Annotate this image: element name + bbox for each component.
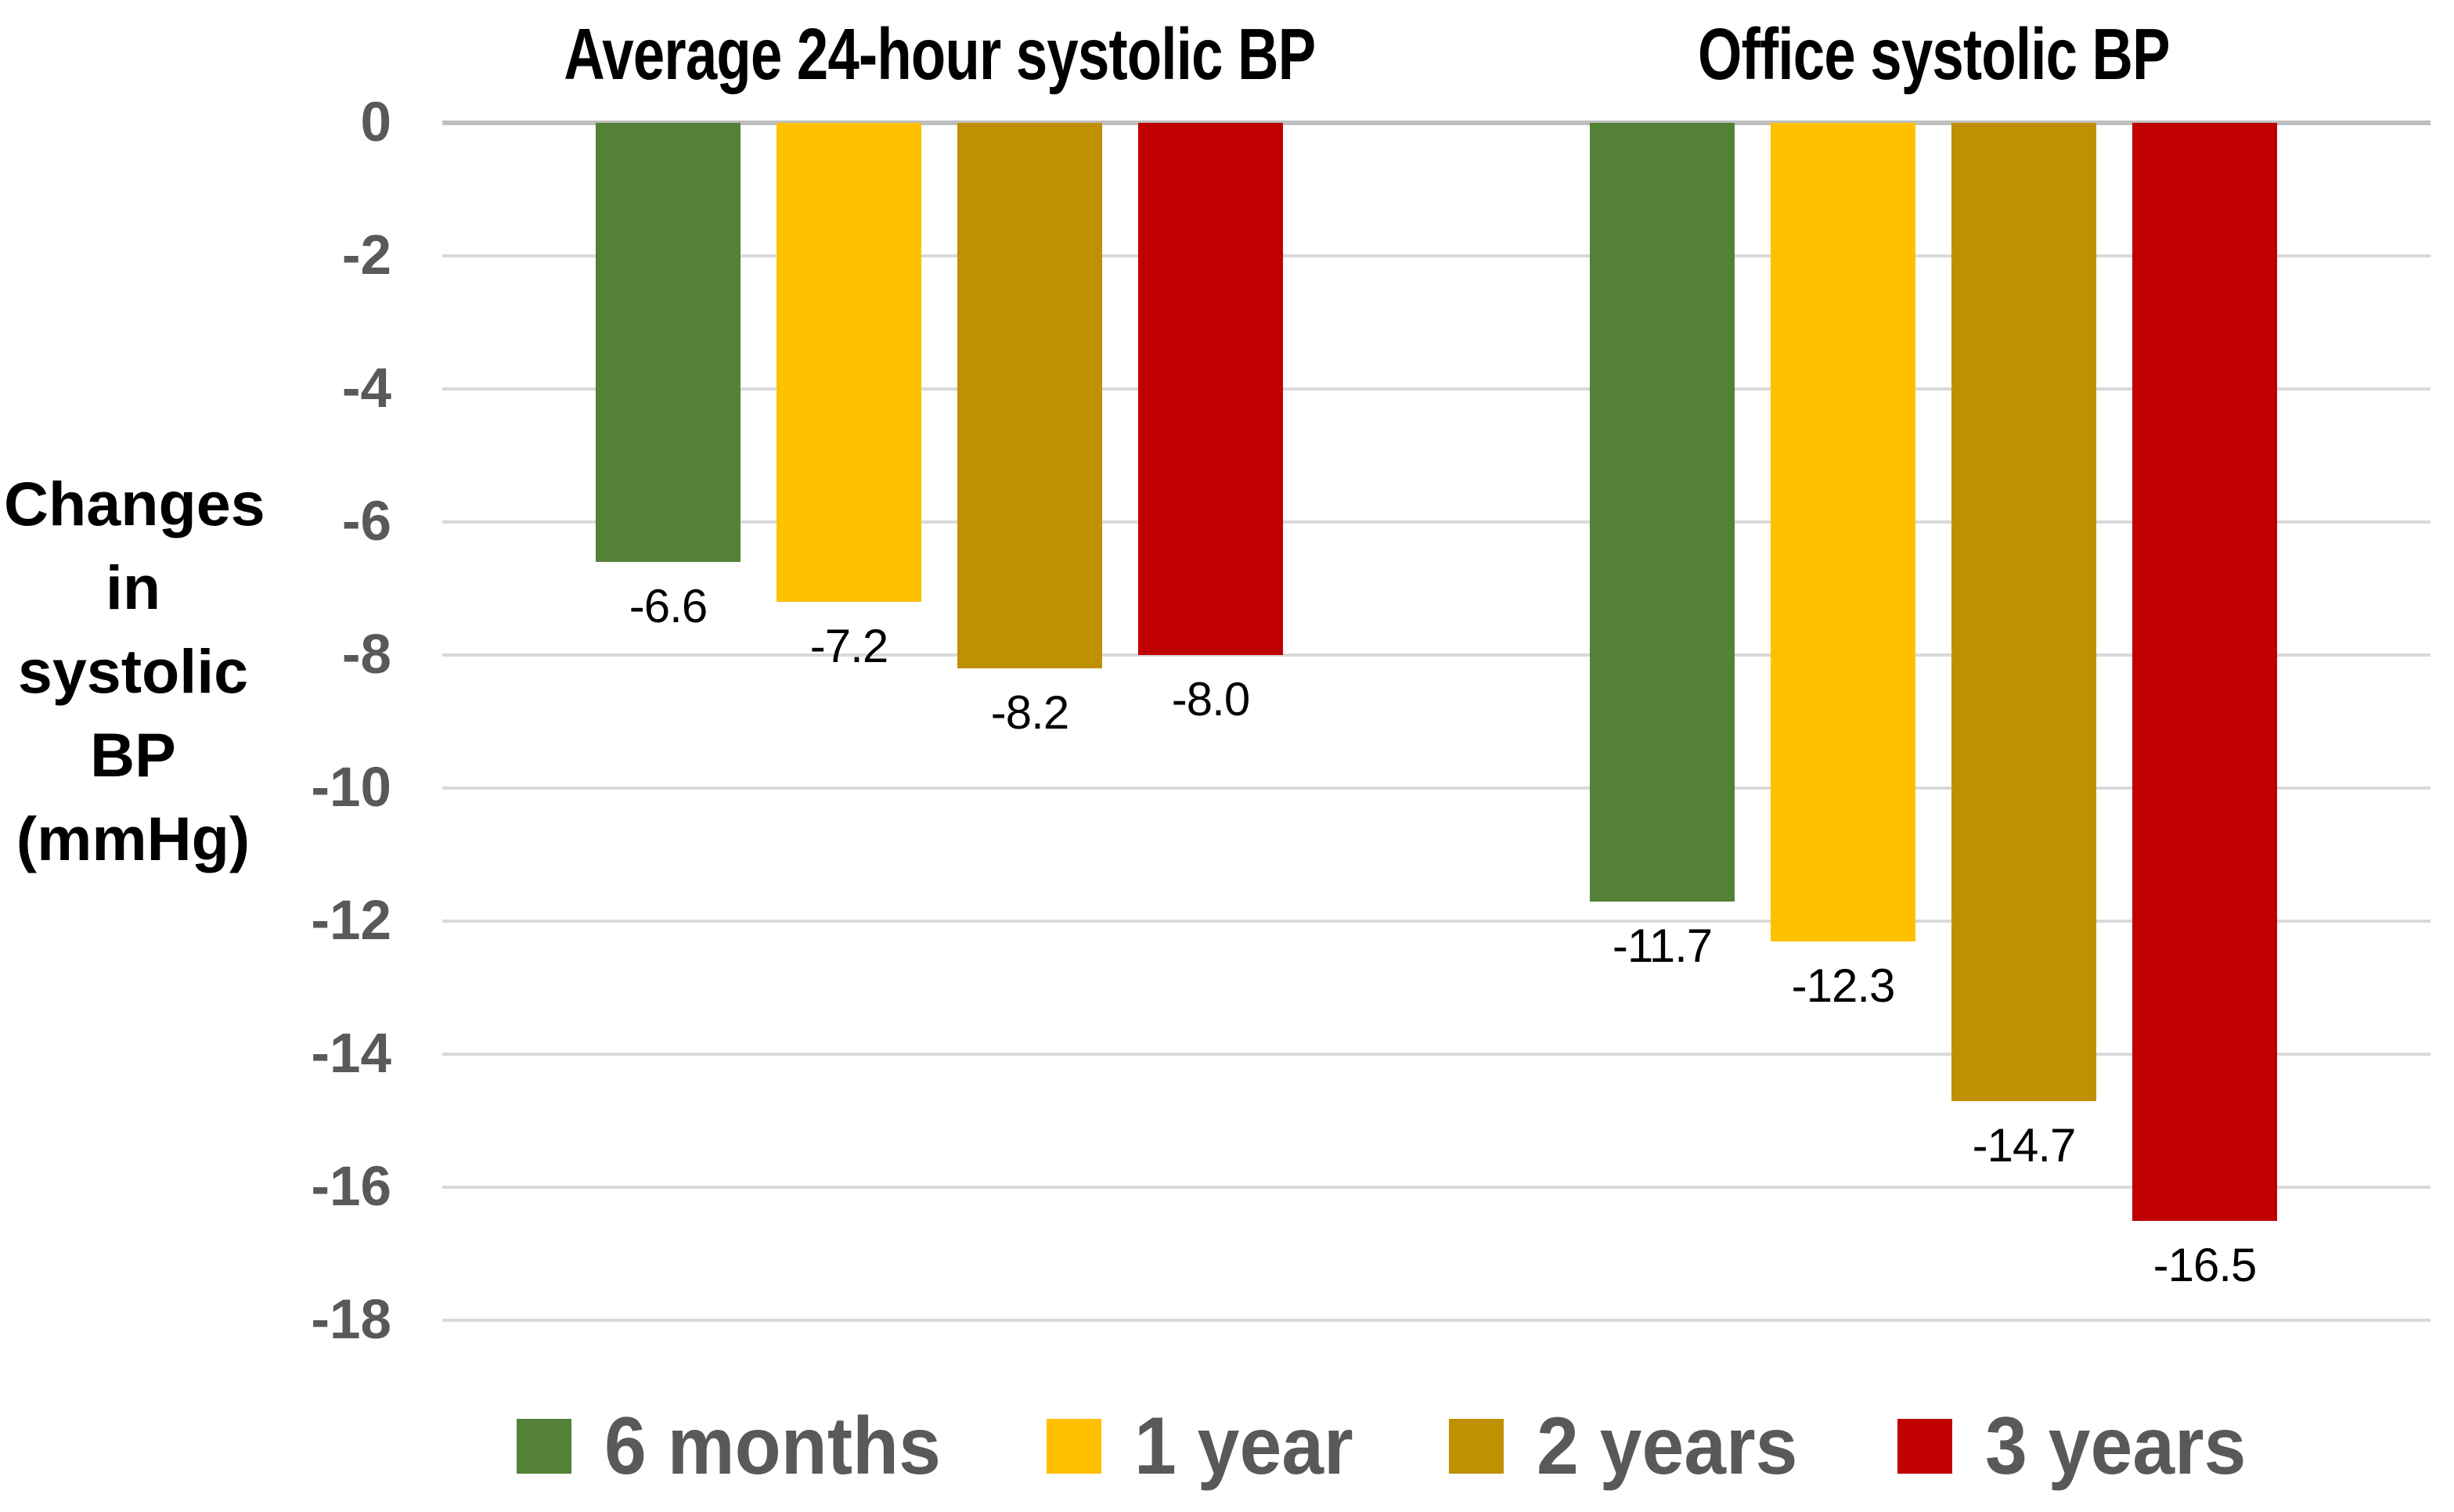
legend-label: 6 months [604,1400,942,1492]
bar-value-label: -6.6 [629,580,708,632]
group-title-24h: Average 24-hour systolic BP [442,13,1436,96]
y-tick-label: -18 [311,1289,391,1351]
y-tick-label: -14 [311,1023,391,1085]
bar-value-label: -12.3 [1791,959,1896,1012]
legend-swatch [1449,1419,1504,1474]
bar [596,123,741,562]
bar [1771,123,1915,941]
bar-value-label: -7.2 [809,620,888,672]
y-tick-label: -4 [341,358,391,419]
group-title-office: Office systolic BP [1436,13,2431,96]
group-title-office-text: Office systolic BP [1697,13,2171,95]
y-tick-label: -8 [341,624,391,686]
zero-axis-line [442,121,2431,125]
y-axis-title-line: in [105,553,161,622]
gridline [442,653,2431,657]
bar [777,123,921,602]
y-axis-title-line: Changes [4,469,265,538]
legend-item: 1 year [1046,1400,1370,1493]
bar-value-label: -8.2 [990,686,1069,739]
y-axis-title-line: BP [90,720,176,790]
bar [957,123,1102,668]
y-tick-label: -12 [311,890,391,952]
legend-swatch [1897,1419,1952,1474]
y-axis-title-line: (mmHg) [16,804,250,873]
bar [1590,123,1735,902]
gridline [442,1053,2431,1056]
y-tick-label: -2 [341,225,391,286]
bar-value-label: -8.0 [1171,673,1250,725]
legend-item: 2 years [1449,1400,1818,1493]
bar-value-label: -14.7 [1972,1118,2077,1172]
bar [1138,123,1283,655]
gridline [442,520,2431,524]
gridline [442,1319,2431,1322]
y-tick-label: -10 [311,757,391,819]
legend: 6 months 1 year 2 years 3 years [337,1399,2446,1493]
y-axis-title-line: systolic [17,636,249,706]
bar [2132,123,2277,1221]
group-title-24h-text: Average 24-hour systolic BP [564,13,1316,95]
legend-label: 3 years [1985,1400,2247,1492]
legend-item: 3 years [1897,1400,2266,1493]
legend-item: 6 months [517,1400,966,1493]
bar-value-label: -11.7 [1612,919,1713,972]
gridline [442,787,2431,790]
legend-swatch [517,1419,572,1474]
y-tick-label: 0 [360,92,392,153]
bar [1951,123,2096,1101]
gridline [442,254,2431,257]
y-tick-label: -6 [341,491,391,553]
y-tick-label: -16 [311,1156,391,1218]
gridline [442,1186,2431,1189]
y-axis-title: Changes in systolic BP (mmHg) [4,462,265,880]
bar-value-label: -16.5 [2153,1238,2258,1291]
gridline [442,387,2431,391]
legend-swatch [1046,1419,1101,1474]
legend-label: 1 year [1133,1400,1353,1492]
legend-label: 2 years [1537,1400,1798,1492]
gridline [442,920,2431,923]
